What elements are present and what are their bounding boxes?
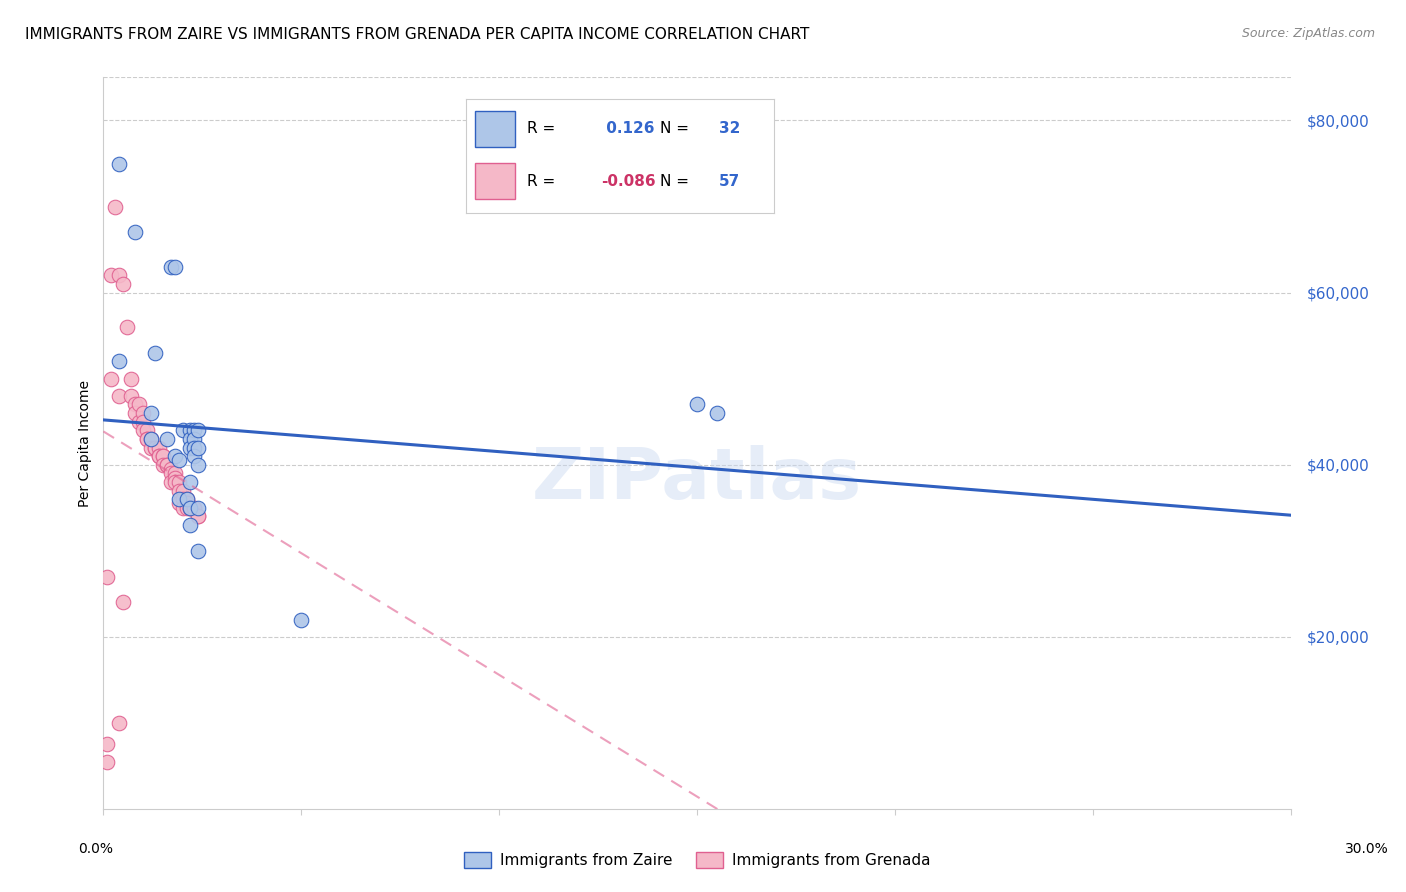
Point [179, 432, 201, 446]
Point [172, 423, 194, 437]
Point [187, 441, 209, 455]
Point [156, 432, 179, 446]
Point [139, 441, 162, 455]
Point [104, 200, 127, 214]
Point [172, 492, 194, 507]
Point [132, 415, 155, 429]
Point [183, 423, 205, 437]
Point [139, 406, 162, 420]
Point [124, 397, 146, 411]
Point [179, 500, 201, 515]
Point [183, 449, 205, 463]
Point [686, 397, 709, 411]
Point [152, 458, 174, 472]
Point [187, 543, 209, 558]
Point [156, 458, 179, 472]
Point [124, 406, 146, 420]
Point [143, 441, 166, 455]
Point [152, 449, 174, 463]
Point [179, 423, 201, 437]
Point [167, 496, 190, 510]
Point [187, 509, 209, 524]
Point [152, 449, 174, 463]
Point [187, 509, 209, 524]
Point [96, 569, 118, 583]
Point [139, 432, 162, 446]
Point [159, 462, 181, 476]
Point [148, 441, 170, 455]
Point [148, 449, 170, 463]
Point [163, 475, 186, 489]
Point [100, 372, 122, 386]
Point [159, 467, 181, 481]
Point [100, 268, 122, 283]
Text: 0.0%: 0.0% [79, 842, 112, 856]
Point [143, 441, 166, 455]
Point [120, 389, 142, 403]
Point [108, 268, 131, 283]
Point [290, 613, 312, 627]
Point [112, 595, 135, 609]
Point [167, 492, 190, 507]
Text: IMMIGRANTS FROM ZAIRE VS IMMIGRANTS FROM GRENADA PER CAPITA INCOME CORRELATION C: IMMIGRANTS FROM ZAIRE VS IMMIGRANTS FROM… [25, 27, 810, 42]
Point [176, 492, 198, 507]
Point [108, 715, 131, 730]
Point [176, 496, 198, 510]
Text: Source: ZipAtlas.com: Source: ZipAtlas.com [1241, 27, 1375, 40]
Point [176, 492, 198, 507]
Point [187, 423, 209, 437]
Point [187, 500, 209, 515]
Point [183, 432, 205, 446]
Point [179, 500, 201, 515]
Y-axis label: Per Capita Income: Per Capita Income [79, 380, 93, 507]
Point [183, 441, 205, 455]
Point [136, 432, 159, 446]
Point [167, 453, 190, 467]
Point [124, 225, 146, 239]
Point [172, 483, 194, 498]
Point [136, 423, 159, 437]
Point [112, 277, 135, 291]
Point [163, 470, 186, 484]
Point [706, 406, 728, 420]
Point [143, 346, 166, 360]
Legend: Immigrants from Zaire, Immigrants from Grenada: Immigrants from Zaire, Immigrants from G… [457, 847, 936, 874]
Point [163, 467, 186, 481]
Point [132, 423, 155, 437]
Point [167, 475, 190, 489]
Point [108, 156, 131, 170]
Text: ZIPatlas: ZIPatlas [531, 445, 862, 515]
Point [183, 500, 205, 515]
Point [159, 260, 181, 274]
Point [96, 755, 118, 769]
Point [183, 500, 205, 515]
Point [179, 518, 201, 533]
Point [179, 441, 201, 455]
Point [115, 320, 138, 334]
Point [120, 372, 142, 386]
Point [108, 389, 131, 403]
Point [136, 432, 159, 446]
Point [163, 449, 186, 463]
Point [96, 738, 118, 752]
Point [128, 397, 150, 411]
Point [132, 406, 155, 420]
Point [148, 449, 170, 463]
Point [159, 475, 181, 489]
Point [176, 500, 198, 515]
Point [179, 500, 201, 515]
Point [156, 458, 179, 472]
Point [108, 354, 131, 368]
Point [179, 475, 201, 489]
Point [172, 500, 194, 515]
Point [139, 432, 162, 446]
Point [163, 260, 186, 274]
Text: 30.0%: 30.0% [1344, 842, 1389, 856]
Point [128, 415, 150, 429]
Point [167, 483, 190, 498]
Point [187, 458, 209, 472]
